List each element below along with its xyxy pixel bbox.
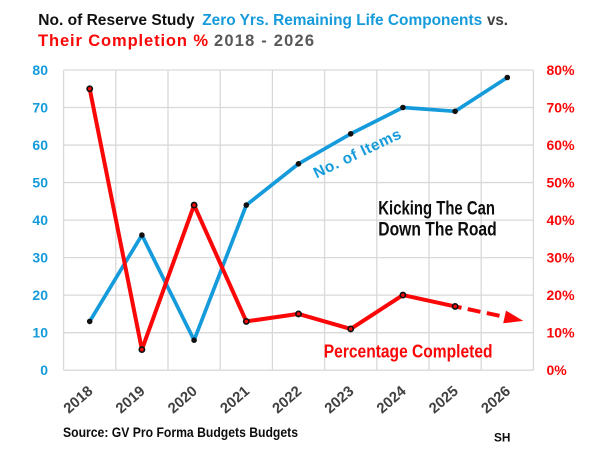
svg-text:70: 70 [32, 100, 48, 116]
svg-text:10: 10 [32, 325, 48, 341]
svg-text:60: 60 [32, 137, 48, 153]
svg-text:50%: 50% [547, 175, 576, 191]
svg-text:20: 20 [32, 287, 48, 303]
svg-text:80: 80 [32, 62, 48, 78]
svg-text:30: 30 [32, 250, 48, 266]
svg-text:Down The Road: Down The Road [378, 218, 496, 240]
svg-text:2018 - 2026: 2018 - 2026 [214, 32, 314, 50]
svg-text:Source: GV Pro Forma Budgets B: Source: GV Pro Forma Budgets Budgets [63, 425, 298, 440]
svg-text:30%: 30% [547, 250, 576, 266]
svg-text:50: 50 [32, 175, 48, 191]
svg-text:20%: 20% [547, 287, 576, 303]
svg-text:No. of Reserve Study: No. of Reserve Study [38, 12, 194, 29]
svg-text:70%: 70% [547, 100, 576, 116]
svg-text:Zero Yrs. Remaining Life Compo: Zero Yrs. Remaining Life Components [202, 12, 482, 29]
svg-text:80%: 80% [547, 62, 576, 78]
svg-text:0%: 0% [547, 362, 568, 378]
svg-text:10%: 10% [547, 325, 576, 341]
svg-text:Kicking The Can: Kicking The Can [378, 198, 495, 220]
svg-text:60%: 60% [547, 137, 576, 153]
svg-text:0: 0 [40, 362, 48, 378]
svg-text:Their Completion %: Their Completion % [38, 32, 208, 50]
svg-text:SH: SH [494, 431, 510, 445]
svg-text:40: 40 [32, 212, 48, 228]
svg-text:40%: 40% [547, 212, 576, 228]
svg-text:vs.: vs. [487, 12, 508, 29]
svg-text:Percentage Completed: Percentage Completed [324, 341, 493, 362]
